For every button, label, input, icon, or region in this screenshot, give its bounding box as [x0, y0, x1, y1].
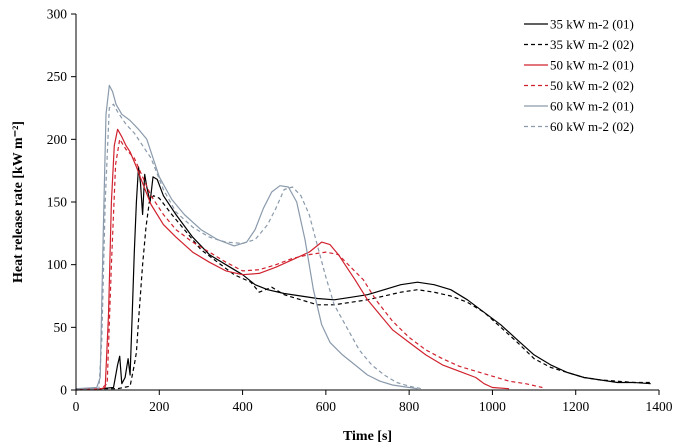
- legend-label: 50 kW m-2 (02): [550, 78, 634, 93]
- x-ticks: 0 200 400 600 800 1000 1200 1400: [73, 390, 673, 414]
- x-tick-label: 200: [149, 399, 170, 414]
- y-tick-label: 200: [47, 132, 68, 147]
- x-tick-label: 1200: [562, 399, 589, 414]
- y-tick-label: 150: [47, 195, 68, 210]
- x-tick-label: 800: [399, 399, 420, 414]
- series-line-3: [75, 128, 510, 391]
- series-layer: [75, 84, 651, 391]
- legend-label: 60 kW m-2 (02): [550, 119, 634, 134]
- y-tick-label: 100: [47, 257, 68, 272]
- legend-label: 60 kW m-2 (01): [550, 99, 634, 114]
- x-tick-label: 1000: [479, 399, 506, 414]
- x-tick-label: 400: [232, 399, 253, 414]
- legend-label: 35 kW m-2 (02): [550, 37, 634, 52]
- x-tick-label: 0: [73, 399, 80, 414]
- legend-label: 35 kW m-2 (01): [550, 17, 634, 32]
- x-tick-label: 1400: [646, 399, 673, 414]
- y-ticks: 0 50 100 150 200 250 300: [47, 7, 76, 398]
- y-tick-label: 50: [54, 320, 68, 335]
- x-tick-label: 600: [316, 399, 337, 414]
- series-line-4: [76, 138, 543, 390]
- legend: 35 kW m-2 (01) 35 kW m-2 (02) 50 kW m-2 (0…: [524, 17, 634, 134]
- y-tick-label: 250: [47, 69, 68, 84]
- y-tick-label: 0: [60, 383, 67, 398]
- x-axis-title: Time [s]: [343, 429, 392, 444]
- series-line-5: [75, 84, 418, 390]
- series-line-6: [75, 103, 422, 391]
- y-tick-label: 300: [47, 7, 68, 22]
- y-axis-title: Heat release rate [kW m⁻²]: [11, 121, 26, 283]
- legend-label: 50 kW m-2 (01): [550, 58, 634, 73]
